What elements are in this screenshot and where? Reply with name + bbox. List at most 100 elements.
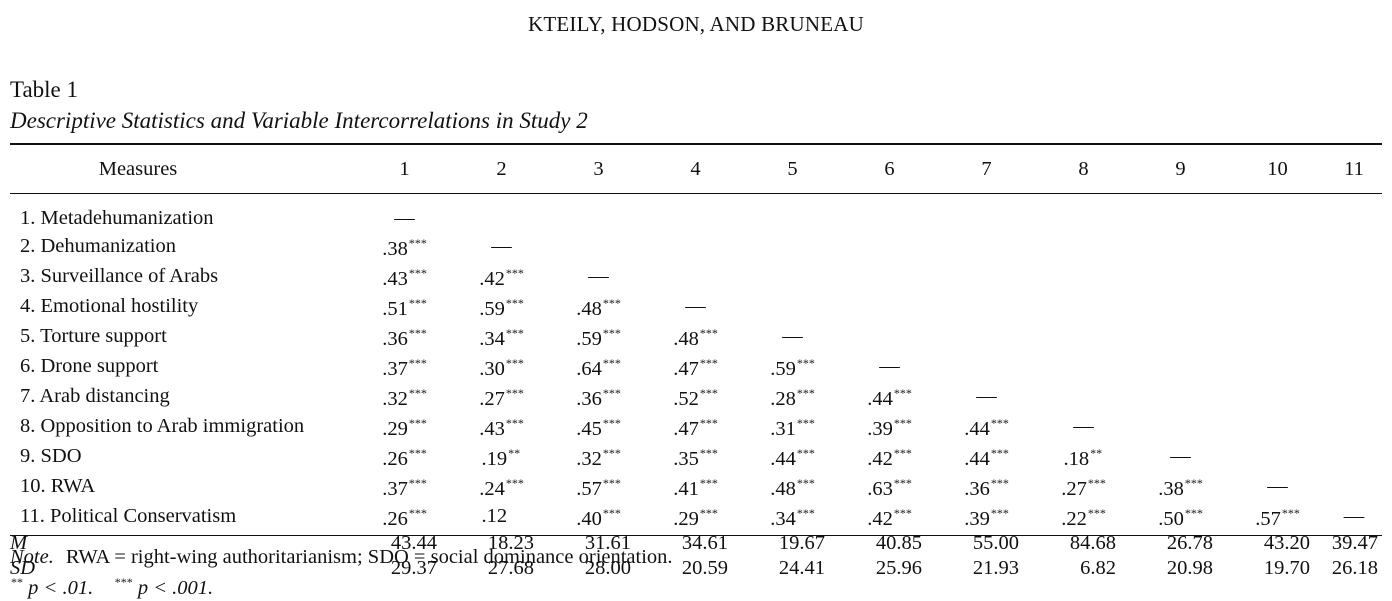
correlation-cell [744,231,841,261]
correlation-cell [1132,231,1229,261]
correlation-cell: .35*** [647,441,744,471]
correlation-cell [938,261,1035,291]
cell-value: .48 [770,477,796,500]
cell-value: — [1073,414,1094,437]
correlation-cell: .44*** [841,381,938,411]
significance-stars: *** [602,355,621,370]
correlation-cell: .45*** [550,411,647,441]
table-header-rule [10,193,1382,194]
correlation-cell: — [1326,501,1382,531]
significance-stars: *** [602,325,621,340]
sig-text-01: p < .01. [28,577,94,599]
correlation-cell: .31*** [744,411,841,441]
significance-stars: *** [408,505,427,520]
significance-stars: *** [699,505,718,520]
cell-value: .34 [479,327,505,350]
column-header-11: 11 [1344,157,1364,180]
sd-row-value: 24.41 [778,556,825,579]
table-caption: Descriptive Statistics and Variable Inte… [10,108,588,133]
significance-stars: *** [893,385,912,400]
cell-value: .37 [382,477,408,500]
significance-stars: *** [796,475,815,490]
column-header-7: 7 [981,157,992,180]
row-label: 6. Drone support [20,354,159,377]
correlation-cell [744,291,841,321]
sig-stars-01: ** [11,575,23,589]
correlation-cell: .19** [453,441,550,471]
column-header-1: 1 [399,157,410,180]
cell-value: .50 [1158,507,1184,530]
cell-value: — [1343,504,1365,527]
significance-stars: *** [408,265,427,280]
significance-stars: *** [408,325,427,340]
significance-stars: *** [893,475,912,490]
correlation-cell [938,321,1035,351]
significance-stars: *** [990,505,1009,520]
correlation-cell [1132,206,1229,231]
sd-row-value: 20.59 [681,556,728,579]
correlation-cell [1132,381,1229,411]
correlation-cell: .41*** [647,471,744,501]
correlation-cell [1326,206,1382,231]
correlation-cell: .47*** [647,411,744,441]
cell-value: — [976,384,997,407]
correlation-cell: .64*** [550,351,647,381]
cell-value: .27 [479,387,505,410]
table-row: 1. Metadehumanization — [10,206,1382,231]
cell-value: .22 [1061,507,1087,530]
mean-row-value: 43.44 [390,532,437,555]
correlation-cell: — [1132,441,1229,471]
cell-value: .32 [576,447,602,470]
significance-stars: *** [602,445,621,460]
table-row: 11. Political Conservatism .26*** .12.40**… [10,501,1382,531]
cell-value: .43 [382,267,408,290]
measures-header: Measures [98,157,178,180]
correlation-cell [1326,321,1382,351]
row-label: 10. RWA [20,474,96,497]
sd-row-value: 26.18 [1331,556,1378,579]
correlation-cell: .48*** [647,321,744,351]
sd-row-value: 6.82 [1080,556,1116,579]
correlation-cell [1229,441,1326,471]
correlation-cell [1035,351,1132,381]
cell-value: .32 [382,387,408,410]
correlation-cell: .39*** [938,501,1035,531]
cell-value: .28 [770,387,796,410]
correlation-cell: .44*** [938,441,1035,471]
correlation-cell: .57*** [550,471,647,501]
correlation-cell: .37*** [356,351,453,381]
correlation-cell: .51*** [356,291,453,321]
row-label: 8. Opposition to Arab immigration [20,414,305,437]
column-header-10: 10 [1267,157,1288,180]
significance-stars: *** [699,325,718,340]
correlation-cell: .38*** [356,231,453,261]
correlation-cell: .36*** [356,321,453,351]
mean-row-value: 84.68 [1069,532,1116,555]
cell-value: .42 [479,267,505,290]
mean-row-value: 40.85 [875,532,922,555]
correlation-cell [453,206,550,231]
correlation-cell: .32*** [356,381,453,411]
table-row: 3. Surveillance of Arabs .43*** .42*** — [10,261,1382,291]
table-row: 7. Arab distancing .32*** .27*** .36*** .52*… [10,381,1382,411]
correlation-cell: .34*** [744,501,841,531]
cell-value: .44 [964,417,990,440]
cell-value: .63 [867,477,893,500]
row-label: 2. Dehumanization [20,234,176,257]
cell-value: .41 [673,477,699,500]
row-label: 11. Political Conservatism [20,504,237,527]
correlation-cell [1132,291,1229,321]
correlation-cell: .27*** [453,381,550,411]
correlation-cell [1132,261,1229,291]
correlation-cell: — [356,206,453,231]
correlation-cell: — [1229,471,1326,501]
correlation-cell [841,321,938,351]
correlation-cell: — [744,321,841,351]
correlation-cell: .26*** [356,501,453,531]
cell-value: .26 [382,507,408,530]
correlation-cell: .59*** [550,321,647,351]
significance-stars: *** [796,415,815,430]
significance-stars: *** [408,385,427,400]
correlation-cell: .44*** [744,441,841,471]
table-row: 6. Drone support .37*** .30*** .64*** .47***… [10,351,1382,381]
